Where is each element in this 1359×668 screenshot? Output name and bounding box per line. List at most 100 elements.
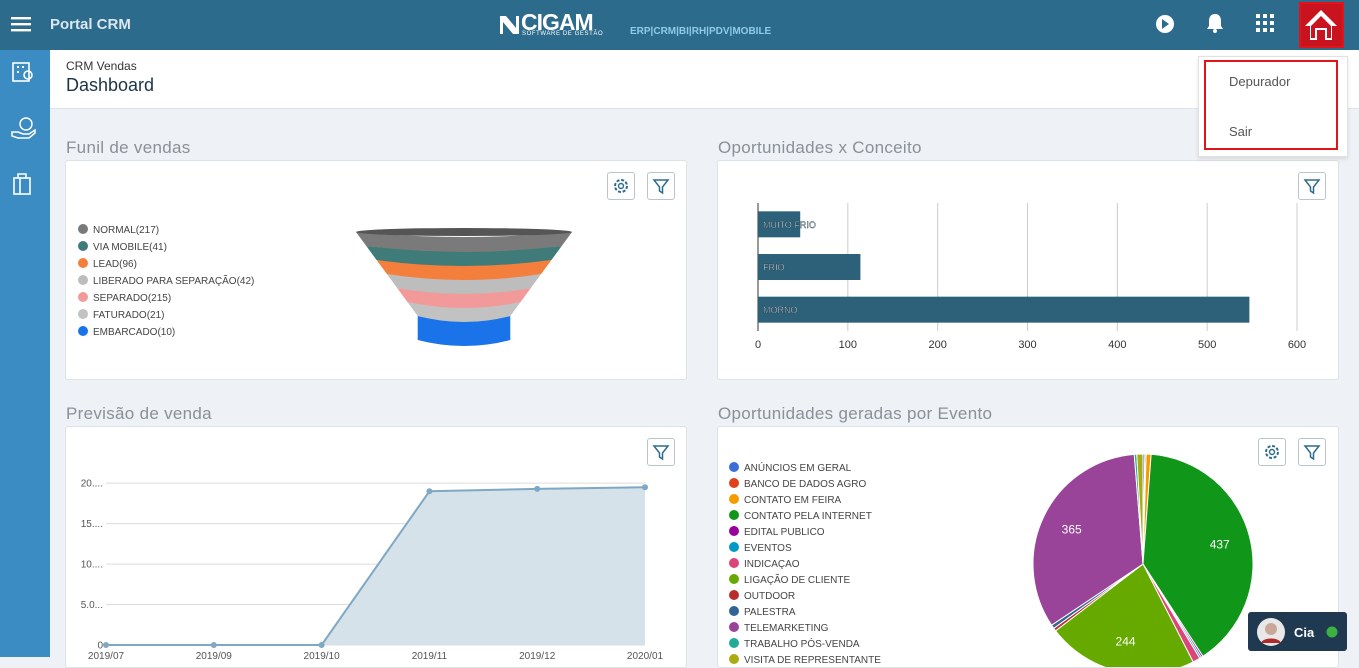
- x-tick-label: 400: [1108, 339, 1126, 351]
- data-label: 437: [1210, 537, 1230, 551]
- nav-orders[interactable]: [12, 172, 34, 196]
- chart: 0 100 200 300 400 500 600 MUITO FRIO FRIO MORNO: [755, 203, 1306, 351]
- logo-icon: [500, 16, 519, 34]
- nav-contacts[interactable]: [12, 62, 36, 84]
- data-label: 365: [1062, 523, 1082, 537]
- section-title: Previsão de venda: [66, 404, 212, 423]
- user-button[interactable]: [1299, 2, 1344, 48]
- legend-swatch: [729, 606, 739, 616]
- legend-label: PALESTRA: [744, 607, 796, 618]
- breadcrumb-parent[interactable]: CRM Vendas: [66, 59, 137, 73]
- legend-label: TRABALHO PÓS-VENDA: [744, 637, 860, 650]
- area: [106, 487, 645, 645]
- x-tick-label: 100: [839, 339, 857, 351]
- app-title: Portal CRM: [50, 16, 131, 33]
- point: [534, 485, 541, 492]
- legend-label: NORMAL(217): [93, 225, 159, 236]
- legend-label: EMBARCADO(10): [93, 327, 175, 338]
- breadcrumb: CRM Vendas Dashboard: [50, 50, 1359, 109]
- legend-swatch: [729, 510, 739, 520]
- top-bar: Portal CRM CIGAM SOFTWARE DE GESTÃO ERP|…: [0, 0, 1359, 50]
- card: 0 100 200 300 400 500 600 MUITO FRIO FRIO MORNO: [717, 160, 1339, 380]
- data-label: 244: [1116, 634, 1136, 648]
- x-tick-label: 600: [1288, 339, 1306, 351]
- menu-button[interactable]: [11, 15, 33, 35]
- nav-sales[interactable]: [11, 116, 37, 140]
- pie-slice: [1032, 453, 1144, 626]
- point: [426, 488, 433, 495]
- legend-label: CONTATO PELA INTERNET: [744, 511, 872, 522]
- legend-swatch: [729, 494, 739, 504]
- filter-button[interactable]: [647, 172, 675, 200]
- page-title: Dashboard: [66, 75, 155, 95]
- play-button[interactable]: [1154, 13, 1176, 35]
- legend-swatch: [78, 241, 88, 251]
- y-tick-label: 10....: [81, 560, 103, 571]
- legend-swatch: [78, 275, 88, 285]
- bar: [758, 254, 861, 280]
- settings-button[interactable]: [1258, 438, 1286, 466]
- card: NORMAL(217) VIA MOBILE(41) LEAD(96) LIBERAD…: [65, 160, 687, 380]
- chart: NORMAL(217) VIA MOBILE(41) LEAD(96) LIBERAD…: [78, 224, 572, 346]
- modules: ERP|CRM|BI|RH|PDV|MOBILE: [630, 26, 772, 37]
- legend-swatch: [78, 309, 88, 319]
- chart: 05.0...10....15....20....2019/07 2019/09 2…: [81, 479, 664, 662]
- legend-swatch: [729, 622, 739, 632]
- funnel-segment: [386, 274, 542, 294]
- chart: ANÚNCIOS EM GERAL BANCO DE DADOS AGRO CONT…: [729, 453, 1254, 667]
- legend-swatch: [78, 326, 88, 336]
- legend-label: ANÚNCIOS EM GERAL: [744, 461, 852, 474]
- legend-label: EDITAL PUBLICO: [744, 527, 825, 538]
- point: [210, 642, 217, 648]
- sidebar: [0, 50, 50, 657]
- legend-label: FATURADO(21): [93, 310, 165, 321]
- funnel-segment: [376, 260, 552, 280]
- line: [106, 486, 646, 646]
- legend-label: VIA MOBILE(41): [93, 242, 167, 253]
- legend-label: SEPARADO(215): [93, 293, 171, 304]
- legend-swatch: [78, 292, 88, 302]
- funnel-segment: [417, 316, 511, 346]
- section-title: Oportunidades geradas por Evento: [718, 404, 993, 423]
- notifications[interactable]: [1205, 12, 1225, 34]
- logo-subtitle: SOFTWARE DE GESTÃO: [522, 31, 604, 37]
- menu-item[interactable]: Depurador: [1229, 74, 1291, 89]
- bar-label: MUITO FRIO: [763, 220, 816, 230]
- x-tick-label: 0: [755, 339, 761, 351]
- chat-widget[interactable]: Cia: [1248, 612, 1347, 651]
- legend-swatch: [729, 526, 739, 536]
- legend-swatch: [729, 462, 739, 472]
- point: [318, 642, 325, 648]
- menu-item[interactable]: Sair: [1229, 124, 1253, 139]
- legend-swatch: [729, 558, 739, 568]
- filter-button[interactable]: [1298, 438, 1326, 466]
- legend-swatch: [729, 478, 739, 488]
- logo: CIGAM: [521, 9, 594, 35]
- legend-label: BANCO DE DADOS AGRO: [744, 479, 866, 490]
- legend-label: OUTDOOR: [744, 591, 795, 602]
- filter-button[interactable]: [1298, 172, 1326, 200]
- chat-label: Cia: [1294, 625, 1315, 640]
- legend-swatch: [78, 224, 88, 234]
- legend-label: LIBERADO PARA SEPARAÇÃO(42): [93, 274, 254, 287]
- point: [642, 484, 648, 491]
- legend-label: LIGAÇÃO DE CLIENTE: [744, 573, 850, 586]
- bar-label: MORNO: [763, 305, 798, 315]
- bar: [758, 211, 801, 238]
- legend-swatch: [729, 542, 739, 552]
- legend-swatch: [729, 590, 739, 600]
- user-menu: Depurador Sair: [1198, 56, 1348, 157]
- legend-swatch: [729, 654, 739, 664]
- apps[interactable]: [1256, 14, 1276, 34]
- legend-label: INDICAÇAO: [744, 559, 800, 570]
- bar: [758, 296, 1250, 323]
- legend-label: LEAD(96): [93, 259, 137, 270]
- filter-button[interactable]: [647, 438, 675, 466]
- legend-swatch: [78, 258, 88, 268]
- section-title: Funil de vendas: [66, 138, 191, 157]
- funnel-top: [356, 228, 572, 236]
- settings-button[interactable]: [607, 172, 635, 200]
- y-tick-label: 5.0...: [81, 600, 103, 611]
- x-tick-label: 200: [928, 339, 946, 351]
